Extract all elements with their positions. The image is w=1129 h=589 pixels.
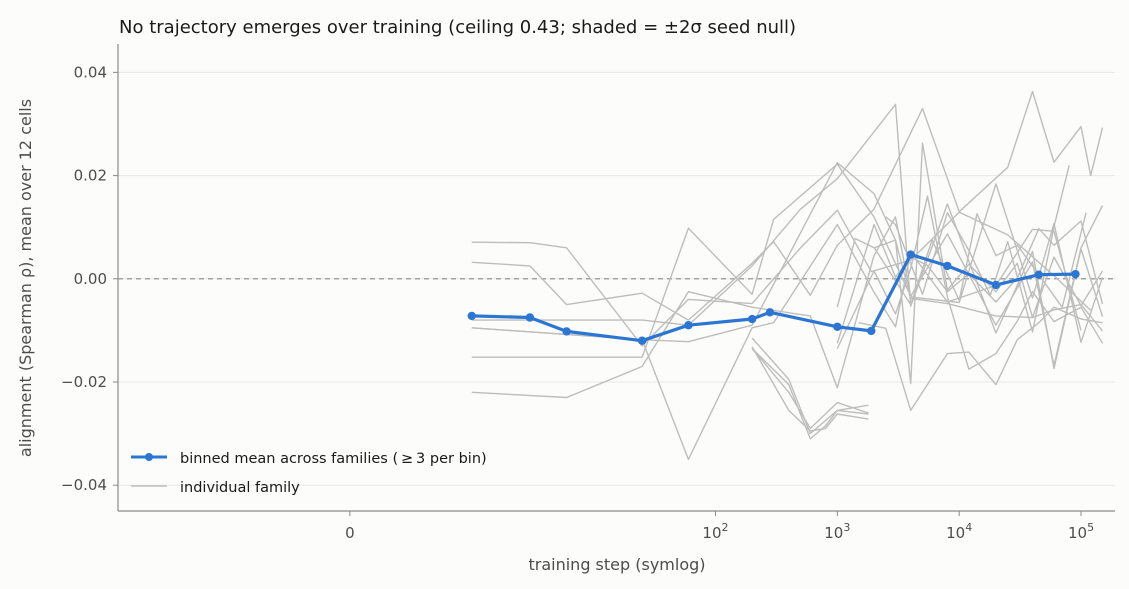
y-tick-label: −0.02 xyxy=(61,373,107,391)
family-line-12 xyxy=(836,142,1104,385)
family-line-9 xyxy=(751,348,869,430)
family-line-4 xyxy=(471,163,1104,367)
x-tick-label: 0 xyxy=(345,524,355,542)
mean-point-11 xyxy=(943,261,952,271)
mean-point-1 xyxy=(467,311,476,321)
chart-title: No trajectory emerges over training (cei… xyxy=(119,17,796,38)
y-tick-label: 0.02 xyxy=(74,167,107,185)
mean-point-2 xyxy=(525,313,535,322)
mean-point-12 xyxy=(991,280,1001,290)
legend-family-label: individual family xyxy=(180,480,300,496)
y-tick-label: −0.04 xyxy=(61,476,107,494)
mean-point-9 xyxy=(867,326,876,336)
mean-point-7 xyxy=(765,308,775,317)
family-line-16 xyxy=(873,212,1087,308)
legend: binned mean across families ( ≥ 3 per bi… xyxy=(131,451,487,496)
mean-point-10 xyxy=(906,250,915,259)
mean-line xyxy=(471,252,1076,343)
legend-mean-label: binned mean across families ( ≥ 3 per bi… xyxy=(180,451,487,467)
x-axis-label: training step (symlog) xyxy=(528,555,705,574)
binned-mean-series xyxy=(467,250,1080,345)
family-line-6 xyxy=(471,223,1082,461)
mean-point-3 xyxy=(562,327,571,336)
mean-point-8 xyxy=(833,322,842,331)
legend-mean-marker xyxy=(145,453,153,461)
mean-point-6 xyxy=(747,314,757,324)
mean-point-5 xyxy=(684,321,693,330)
y-axis-label: alignment (Spearman ρ), mean over 12 cel… xyxy=(16,99,35,457)
mean-point-14 xyxy=(1071,269,1080,279)
family-line-8 xyxy=(751,337,869,435)
family-line-10 xyxy=(751,346,869,432)
y-tick-label: 0.00 xyxy=(74,270,107,288)
family-line-1 xyxy=(471,209,1092,347)
family-line-5 xyxy=(471,183,1104,399)
family-line-13 xyxy=(836,195,1104,370)
y-axis-ticks: 0.04 0.02 0.00 −0.02 −0.04 xyxy=(61,63,118,494)
family-line-11 xyxy=(751,348,869,440)
mean-point-13 xyxy=(1034,270,1043,279)
family-line-2 xyxy=(471,90,1104,321)
mean-point-4 xyxy=(637,336,647,345)
y-tick-label: 0.04 xyxy=(74,63,107,81)
family-line-15 xyxy=(858,306,1103,412)
